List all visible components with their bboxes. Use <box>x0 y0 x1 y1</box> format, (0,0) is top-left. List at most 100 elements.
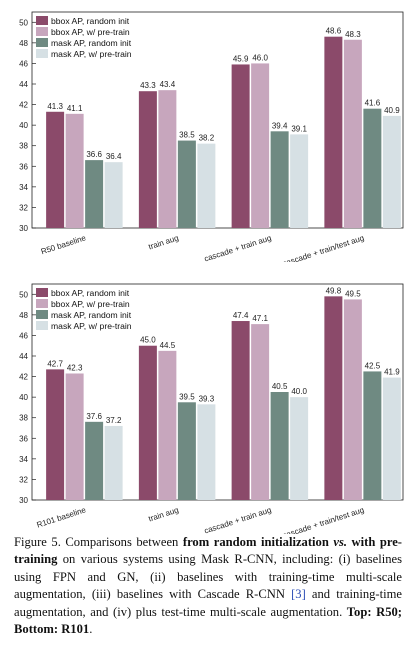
bottom-ytick-label: 40 <box>19 393 28 402</box>
bottom-plot-frame <box>31 283 404 501</box>
bottom-data-label: 42.5 <box>365 361 381 370</box>
bottom-legend-label: mask AP, w/ pre-train <box>51 321 132 331</box>
bottom-data-label: 49.5 <box>345 289 361 298</box>
top-ytick-label: 34 <box>19 183 28 192</box>
top-bar <box>251 63 270 228</box>
bottom-bar <box>104 425 123 500</box>
top-bar <box>324 36 343 228</box>
caption-text-2: and training-time augmentation, and (iv)… <box>14 587 402 619</box>
top-data-label: 48.3 <box>345 30 361 39</box>
top-bar <box>46 111 65 228</box>
bottom-bar <box>363 371 382 500</box>
top-legend-label: bbox AP, w/ pre-train <box>51 27 130 37</box>
bottom-bar <box>85 421 104 500</box>
bottom-legend-swatch <box>36 299 48 308</box>
caption-bold-1a: from random initialization <box>182 535 334 549</box>
top-ytick-label: 40 <box>19 121 28 130</box>
bottom-ytick-label: 32 <box>19 475 28 484</box>
bottom-data-label: 40.5 <box>272 382 288 391</box>
bottom-data-label: 39.5 <box>179 392 195 401</box>
top-ytick-label: 46 <box>19 59 28 68</box>
top-bar <box>270 131 289 228</box>
top-ytick-label: 32 <box>19 203 28 212</box>
bottom-legend-label: bbox AP, w/ pre-train <box>51 299 130 309</box>
bottom-data-label: 49.8 <box>326 286 342 295</box>
top-bar <box>158 90 177 229</box>
top-legend-swatch <box>36 27 48 36</box>
bottom-bar <box>231 321 250 500</box>
top-data-label: 41.3 <box>47 102 63 111</box>
bottom-data-label: 45.0 <box>140 336 156 345</box>
bottom-data-label: 44.5 <box>160 341 176 350</box>
caption-bold-1b: with pre-training <box>14 535 402 567</box>
top-data-label: 46.0 <box>252 53 268 62</box>
bottom-ytick-label: 48 <box>19 311 28 320</box>
bottom-bar <box>270 392 289 500</box>
chart-top: 30 32 34 36 38 40 42 44 46 48 50 41.3 41.1 36.6 36.4 R5… <box>0 0 411 268</box>
bottom-ytick-label: 44 <box>19 352 28 361</box>
bottom-bar <box>46 369 65 500</box>
bottom-bar <box>197 404 216 500</box>
bottom-ytick-label: 50 <box>19 290 28 299</box>
top-bar <box>104 162 123 228</box>
caption-suffix: . <box>89 622 93 637</box>
top-ytick-label: 48 <box>19 39 28 48</box>
top-bar <box>138 91 157 228</box>
top-data-label: 41.1 <box>67 104 83 113</box>
top-bar <box>231 64 250 228</box>
bottom-data-label: 47.4 <box>233 311 249 320</box>
bottom-bar <box>382 377 401 500</box>
bottom-data-label: 41.9 <box>384 368 400 377</box>
bottom-data-label: 37.6 <box>86 412 102 421</box>
top-ytick-label: 30 <box>19 224 28 233</box>
bottom-legend-swatch <box>36 321 48 330</box>
top-bar <box>382 115 401 228</box>
top-data-label: 36.6 <box>86 150 102 159</box>
bottom-category-label: R101 baseline <box>36 505 88 530</box>
top-data-label: 39.1 <box>291 124 307 133</box>
top-bar <box>343 39 362 229</box>
top-data-label: 40.9 <box>384 106 400 115</box>
top-data-label: 43.4 <box>160 80 176 89</box>
top-bar-chart: 30 32 34 36 38 40 42 44 46 48 50 41.3 41.1 36.6 36.4 R5… <box>19 11 404 268</box>
top-ytick-label: 50 <box>19 18 28 27</box>
top-bar <box>197 143 216 228</box>
bottom-data-label: 40.0 <box>291 387 307 396</box>
bottom-legend-swatch <box>36 310 48 319</box>
bottom-legend-label: bbox AP, random init <box>51 288 130 298</box>
top-bar <box>363 108 382 228</box>
figure-caption: Figure 5. Comparisons between from rando… <box>14 534 402 638</box>
bottom-ytick-label: 46 <box>19 331 28 340</box>
caption-vs-italic: vs. <box>333 535 347 549</box>
top-bar <box>177 140 196 228</box>
top-data-label: 48.6 <box>326 27 342 36</box>
bottom-legend-swatch <box>36 288 48 297</box>
caption-bold-2: Top: R50; Bottom: R101 <box>14 604 402 637</box>
top-bar <box>85 160 104 228</box>
top-data-label: 41.6 <box>365 99 381 108</box>
top-legend-label: mask AP, random init <box>51 38 132 48</box>
top-ytick-label: 36 <box>19 162 28 171</box>
bottom-data-label: 37.2 <box>106 416 122 425</box>
bottom-ytick-label: 38 <box>19 414 28 423</box>
bottom-ytick-label: 42 <box>19 373 28 382</box>
caption-citation[interactable]: [3] <box>291 587 306 602</box>
caption-text-1: on various systems using Mask R-CNN, inc… <box>14 552 402 602</box>
top-category-label: cascade + train/test aug <box>281 233 365 262</box>
bottom-legend-label: mask AP, random init <box>51 310 132 320</box>
top-data-label: 43.3 <box>140 81 156 90</box>
top-category-label: train aug <box>147 233 179 251</box>
bottom-bar <box>158 350 177 500</box>
top-category-label: cascade + train aug <box>203 233 272 262</box>
top-ytick-label: 42 <box>19 101 28 110</box>
top-data-label: 45.9 <box>233 54 249 63</box>
top-ytick-label: 44 <box>19 80 28 89</box>
bottom-bar <box>343 299 362 500</box>
bottom-data-label: 42.3 <box>67 363 83 372</box>
bottom-bar <box>177 402 196 500</box>
caption-prefix: Figure 5. Comparisons between <box>14 535 183 549</box>
top-data-label: 38.2 <box>199 134 215 143</box>
bottom-data-label: 39.3 <box>199 394 215 403</box>
chart-bottom: 30 32 34 36 38 40 42 44 46 48 50 42.7 42.3 37.6 37.2 R1… <box>0 272 411 540</box>
top-bar <box>65 113 84 228</box>
